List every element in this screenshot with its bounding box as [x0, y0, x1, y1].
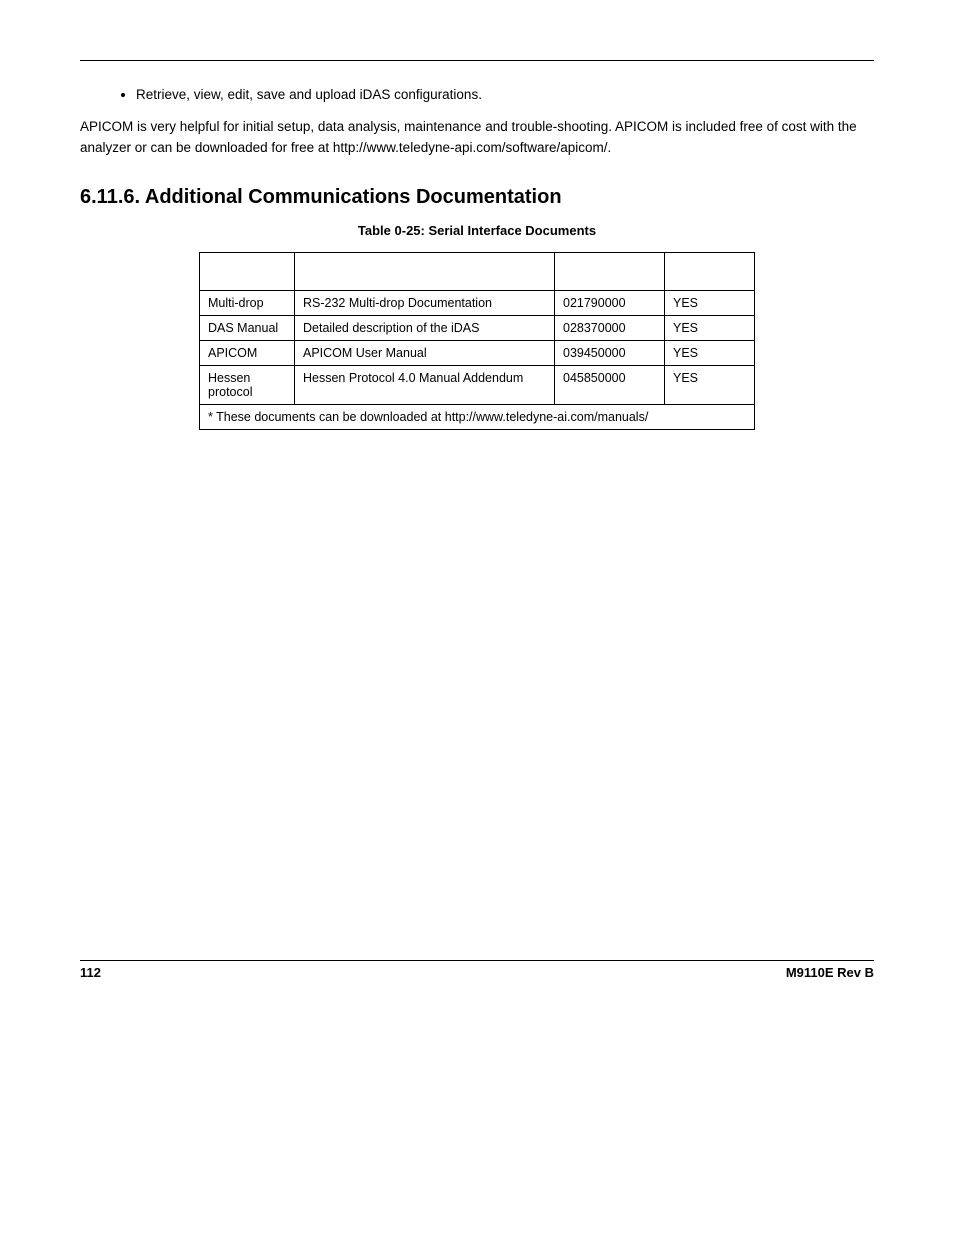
page-footer: 112 M9110E Rev B [80, 960, 874, 980]
table-cell: Hessen protocol [200, 365, 295, 404]
table-cell: 021790000 [555, 290, 665, 315]
table-cell: Detailed description of the iDAS [295, 315, 555, 340]
table-header-cell [295, 252, 555, 290]
table-cell: 039450000 [555, 340, 665, 365]
table-row: Multi-drop RS-232 Multi-drop Documentati… [200, 290, 755, 315]
table-footnote-row: * These documents can be downloaded at h… [200, 404, 755, 429]
table-row: Hessen protocol Hessen Protocol 4.0 Manu… [200, 365, 755, 404]
table-row: APICOM APICOM User Manual 039450000 YES [200, 340, 755, 365]
footer-rule [80, 960, 874, 961]
table-cell: Hessen Protocol 4.0 Manual Addendum [295, 365, 555, 404]
footer-row: 112 M9110E Rev B [80, 965, 874, 980]
table-cell: RS-232 Multi-drop Documentation [295, 290, 555, 315]
top-rule [80, 60, 874, 61]
section-heading: 6.11.6. Additional Communications Docume… [80, 186, 874, 209]
bullet-item: Retrieve, view, edit, save and upload iD… [136, 85, 874, 105]
table-cell: YES [665, 290, 755, 315]
page-number: 112 [80, 965, 101, 980]
table-header-cell [665, 252, 755, 290]
table-cell: 028370000 [555, 315, 665, 340]
table-footnote: * These documents can be downloaded at h… [200, 404, 755, 429]
table-header-cell [200, 252, 295, 290]
table-cell: APICOM User Manual [295, 340, 555, 365]
table-cell: DAS Manual [200, 315, 295, 340]
doc-revision: M9110E Rev B [786, 965, 874, 980]
paragraph-apicom: APICOM is very helpful for initial setup… [80, 117, 874, 158]
table-cell: APICOM [200, 340, 295, 365]
table-header-row [200, 252, 755, 290]
table-row: DAS Manual Detailed description of the i… [200, 315, 755, 340]
table-cell: 045850000 [555, 365, 665, 404]
bullet-list: Retrieve, view, edit, save and upload iD… [80, 85, 874, 105]
page: Retrieve, view, edit, save and upload iD… [0, 0, 954, 1235]
table-cell: YES [665, 315, 755, 340]
table-header-cell [555, 252, 665, 290]
table-cell: YES [665, 365, 755, 404]
serial-interface-table: Multi-drop RS-232 Multi-drop Documentati… [199, 252, 755, 430]
table-cell: YES [665, 340, 755, 365]
table-caption: Table 0-25: Serial Interface Documents [80, 223, 874, 238]
table-cell: Multi-drop [200, 290, 295, 315]
